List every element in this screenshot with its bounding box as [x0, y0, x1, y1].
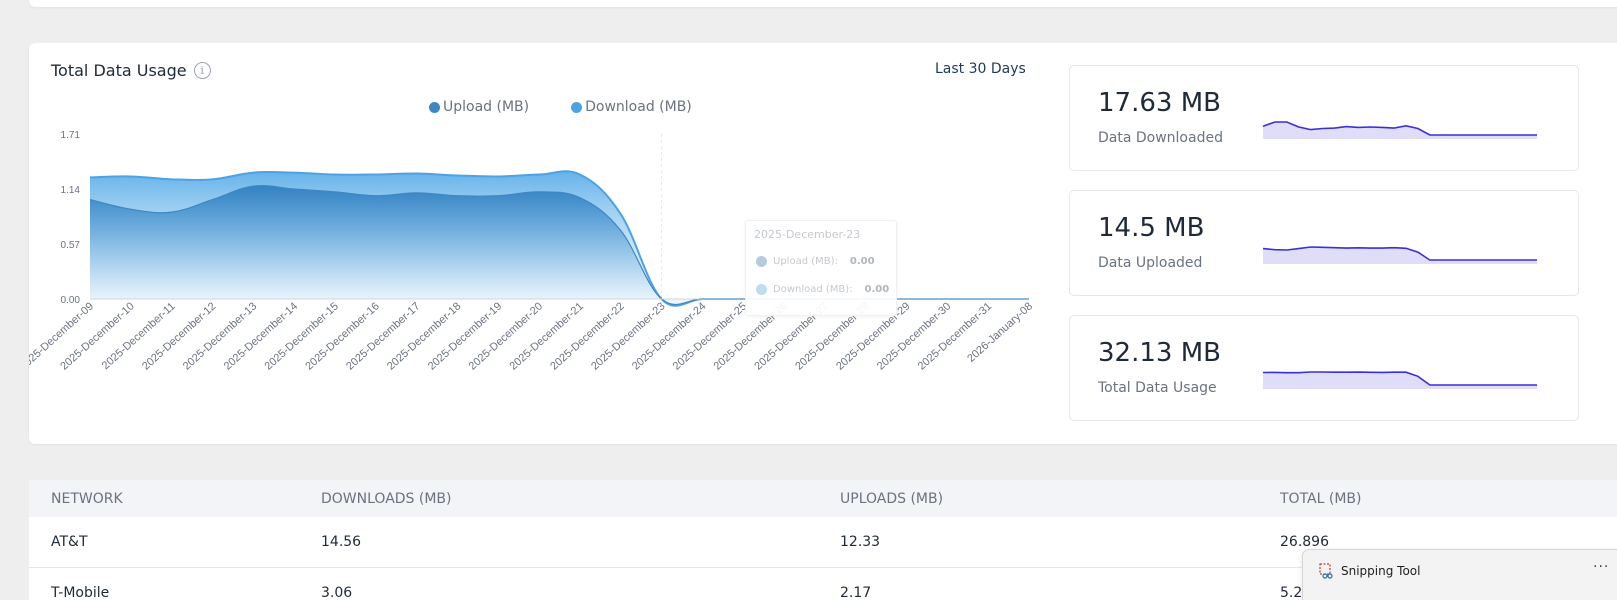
tooltip-value-upload: 0.00 — [849, 256, 875, 267]
x-tick-label: 2025-December-24 — [630, 300, 708, 372]
cell-uploads: 12.33 — [840, 534, 881, 550]
sparkline — [1262, 371, 1537, 389]
x-tick-label: 2025-December-20 — [467, 300, 545, 372]
sparkline-line — [1262, 121, 1537, 136]
stat-value: 17.63 MB — [1098, 88, 1221, 118]
y-tick-label: 1.71 — [61, 130, 81, 141]
sparkline-line — [1262, 371, 1537, 386]
cell-uploads: 2.17 — [840, 585, 872, 600]
sparkline-area — [1263, 122, 1537, 139]
chart-title: Total Data Usage — [51, 61, 187, 80]
x-tick-label: 2025-December-22 — [548, 300, 626, 372]
stat-label: Data Uploaded — [1098, 255, 1203, 271]
top-card — [29, 0, 1617, 7]
tooltip-swatch-upload — [756, 256, 767, 267]
tooltip-value-download: 0.00 — [864, 284, 890, 295]
tooltip-row-download: Download (MB): 0.00 — [756, 284, 889, 295]
x-tick-label: 2025-December-21 — [507, 300, 585, 372]
cell-network: T-Mobile — [51, 585, 110, 600]
y-tick-label: 0.57 — [61, 240, 81, 251]
tooltip-date: 2025-December-23 — [754, 228, 861, 241]
legend-swatch-upload — [429, 101, 440, 113]
stat-label: Data Downloaded — [1098, 130, 1223, 146]
snipping-tool-notification[interactable]: Snipping Tool ··· — [1302, 549, 1617, 600]
cell-downloads: 3.06 — [321, 585, 353, 600]
sparkline — [1262, 121, 1537, 139]
chart-title-row: Total Data Usage i — [51, 61, 211, 80]
stat-value: 32.13 MB — [1098, 338, 1221, 368]
usage-area-chart[interactable]: 0.000.571.141.712025-December-092025-Dec… — [29, 43, 1079, 443]
table-row[interactable]: AT&T 14.56 12.33 26.896 — [29, 517, 1617, 568]
x-tick-label: 2025-December-12 — [140, 300, 218, 372]
header-network[interactable]: NETWORK — [51, 490, 123, 507]
table-header: NETWORK DOWNLOADS (MB) UPLOADS (MB) TOTA… — [29, 480, 1617, 517]
snipping-tool-icon — [1319, 563, 1333, 579]
legend-item-download[interactable]: Download (MB) — [571, 99, 692, 115]
legend-label-download: Download (MB) — [585, 99, 692, 115]
header-downloads[interactable]: DOWNLOADS (MB) — [321, 490, 452, 507]
x-tick-label: 2025-December-11 — [100, 300, 178, 372]
tooltip-swatch-download — [756, 284, 767, 295]
x-tick-label: 2025-December-31 — [916, 300, 994, 372]
x-tick-label: 2025-December-25 — [671, 300, 749, 372]
stat-card-uploaded: 14.5 MB Data Uploaded — [1069, 190, 1579, 296]
sparkline-area — [1263, 372, 1537, 389]
info-icon[interactable]: i — [193, 62, 211, 79]
stat-value: 14.5 MB — [1098, 213, 1205, 243]
tooltip-label-download: Download (MB): — [773, 284, 853, 295]
x-tick-label: 2025-December-17 — [344, 300, 422, 372]
x-tick-label: 2025-December-10 — [58, 300, 136, 372]
legend-item-upload[interactable]: Upload (MB) — [429, 99, 529, 115]
stat-card-downloaded: 17.63 MB Data Downloaded — [1069, 65, 1579, 171]
chart-legend: Upload (MB) Download (MB) — [429, 99, 692, 115]
network-table: NETWORK DOWNLOADS (MB) UPLOADS (MB) TOTA… — [29, 480, 1617, 600]
stat-card-total: 32.13 MB Total Data Usage — [1069, 315, 1579, 421]
x-tick-label: 2025-December-16 — [303, 300, 381, 372]
x-tick-label: 2025-December-13 — [181, 300, 259, 372]
legend-swatch-download — [571, 101, 583, 113]
stat-label: Total Data Usage — [1098, 380, 1217, 396]
x-tick-label: 2025-December-18 — [385, 300, 463, 372]
x-tick-label: 2025-December-23 — [589, 300, 667, 372]
sparkline — [1262, 246, 1537, 264]
y-tick-label: 0.00 — [61, 295, 81, 306]
snipping-tool-title: Snipping Tool — [1341, 564, 1421, 578]
legend-label-upload: Upload (MB) — [443, 99, 530, 115]
x-tick-label: 2025-December-19 — [426, 300, 504, 372]
tooltip-label-upload: Upload (MB): — [773, 256, 838, 267]
header-uploads[interactable]: UPLOADS (MB) — [840, 490, 944, 507]
cell-downloads: 14.56 — [321, 534, 362, 550]
date-range-label: Last 30 Days — [935, 61, 1026, 77]
x-tick-label: 2025-December-15 — [262, 300, 340, 372]
more-options-button[interactable]: ··· — [1593, 559, 1610, 575]
chart-tooltip: 2025-December-23 Upload (MB): 0.00 Downl… — [745, 220, 897, 316]
series-area-upload — [90, 185, 1029, 305]
y-tick-label: 1.14 — [61, 185, 81, 196]
tooltip-row-upload: Upload (MB): 0.00 — [756, 256, 875, 267]
x-tick-label: 2025-December-14 — [222, 300, 300, 372]
cell-total: 26.896 — [1280, 534, 1329, 550]
sparkline-line — [1262, 246, 1537, 261]
sparkline-area — [1263, 247, 1537, 264]
header-total[interactable]: TOTAL (MB) — [1280, 490, 1362, 507]
cell-network: AT&T — [51, 534, 88, 550]
